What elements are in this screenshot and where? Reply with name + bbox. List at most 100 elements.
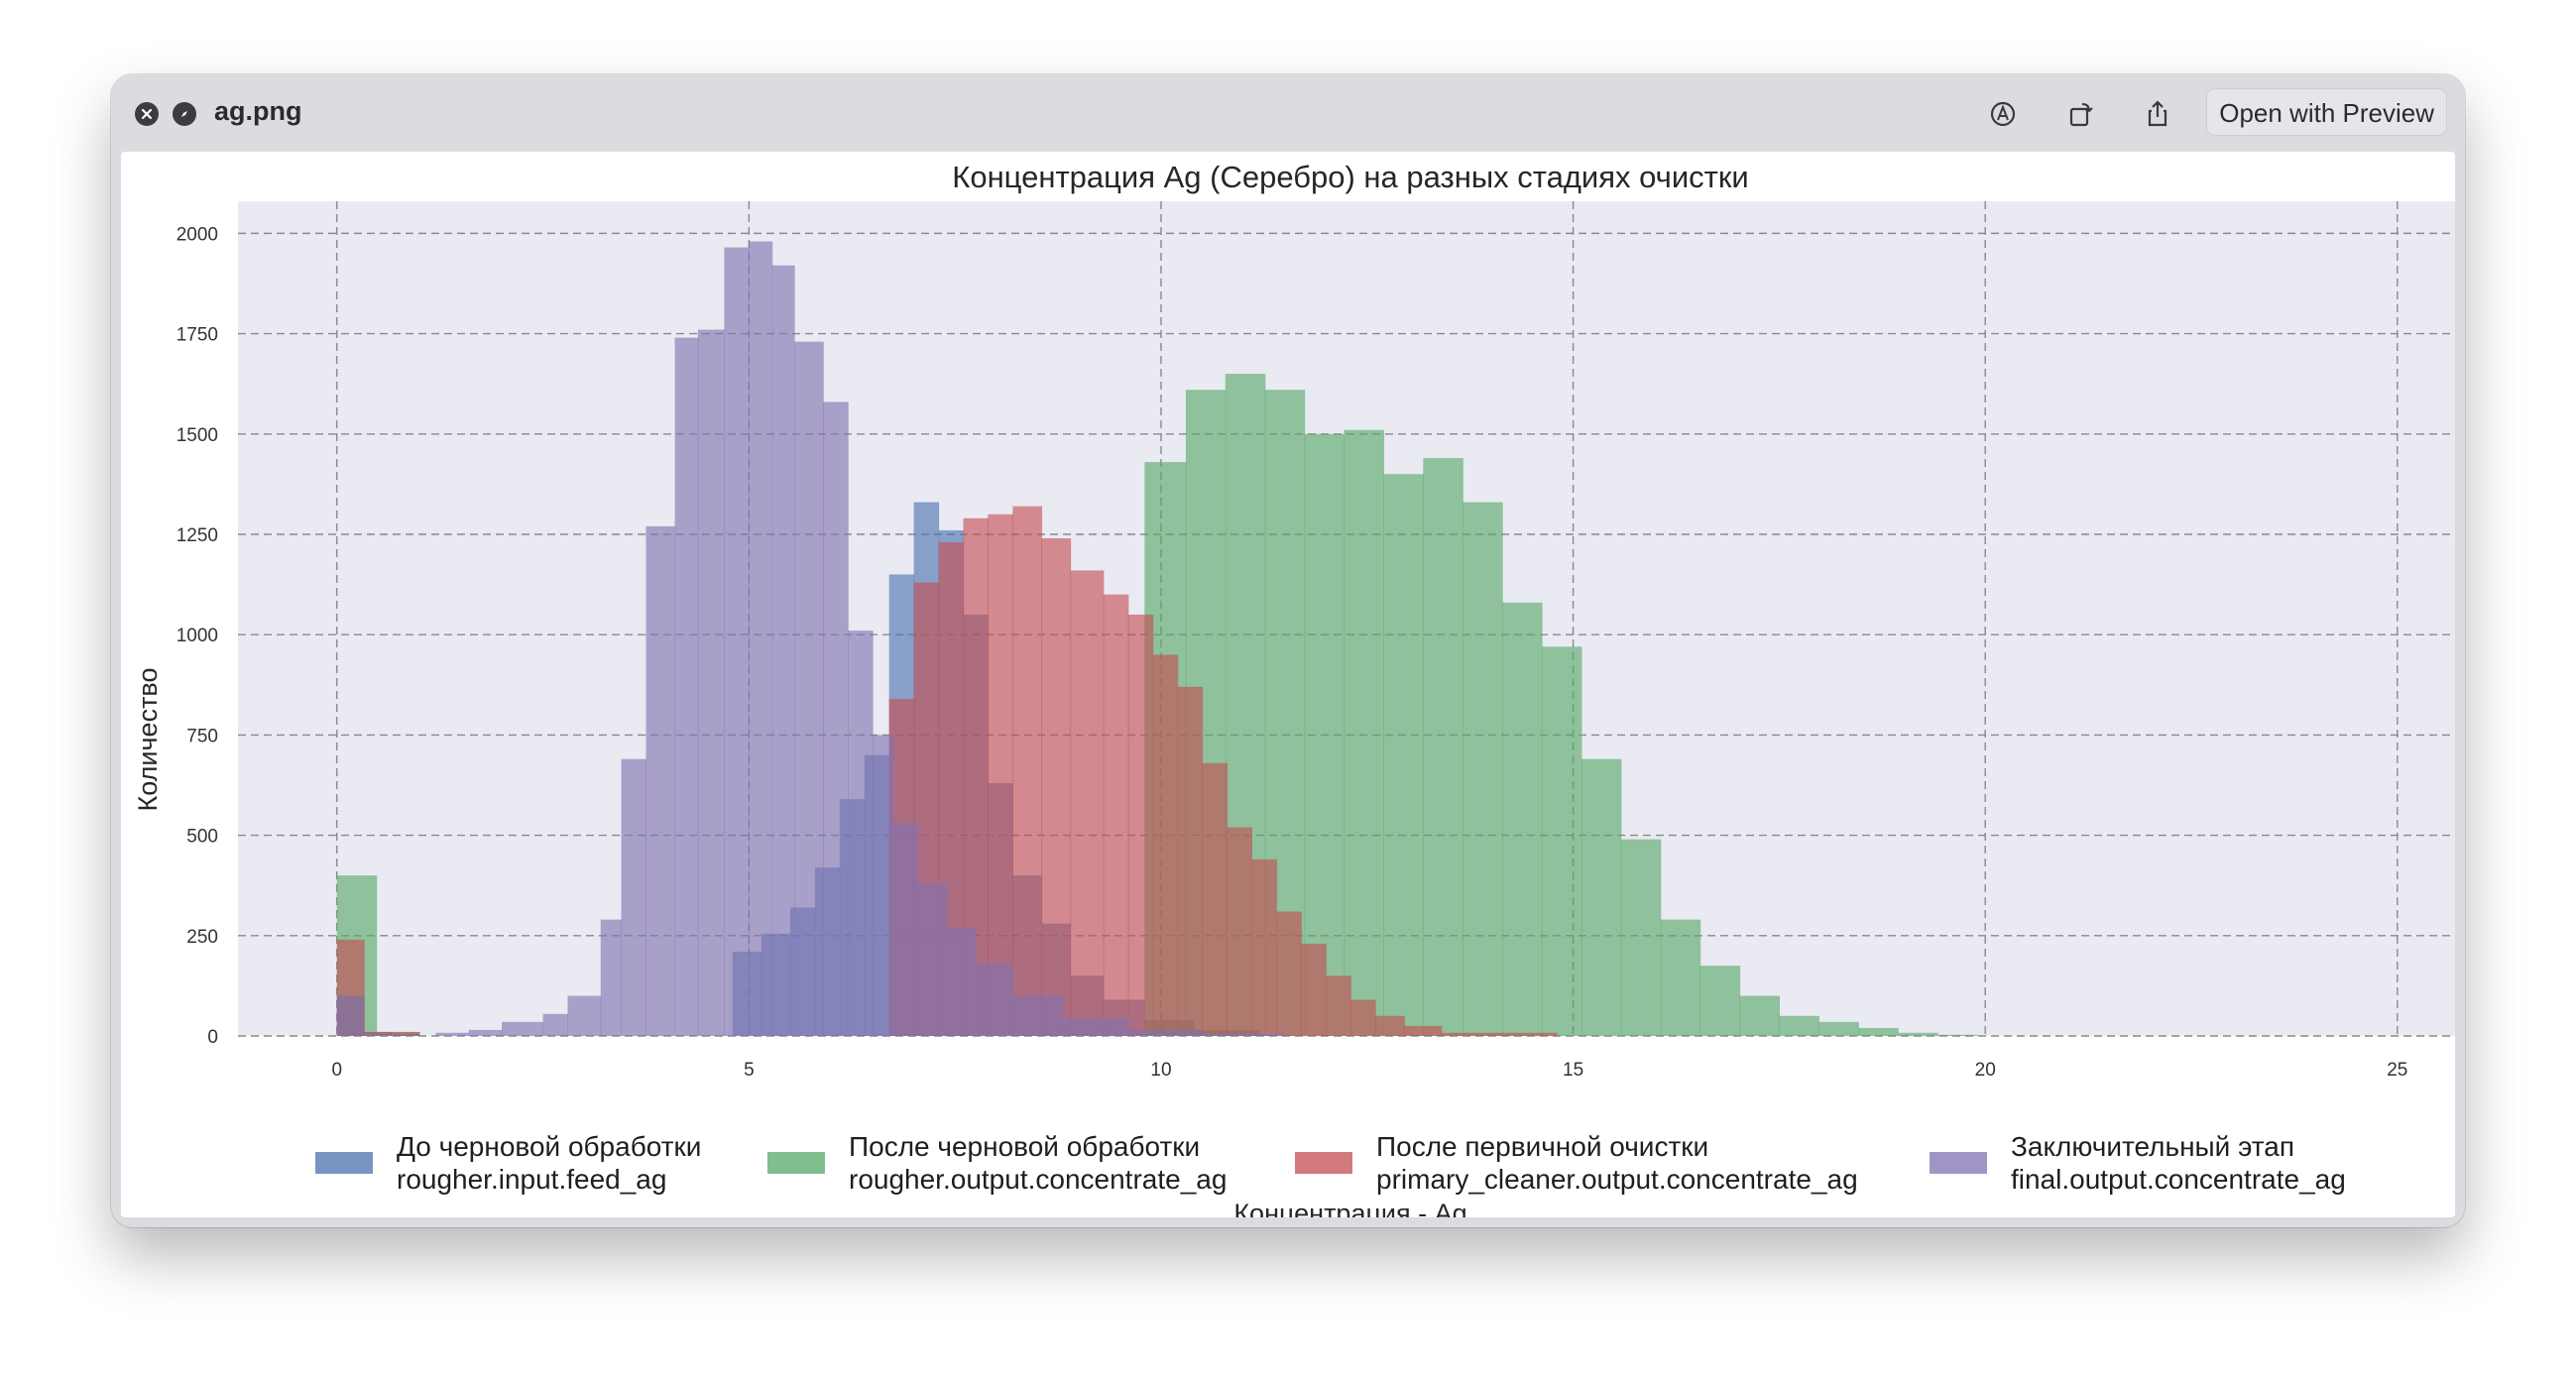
histogram-bar <box>1779 1015 1819 1036</box>
compass-icon <box>181 111 187 117</box>
histogram-bar <box>1251 859 1277 1036</box>
rotate-button[interactable] <box>2062 96 2098 132</box>
histogram-bar <box>1202 762 1229 1036</box>
share-button[interactable] <box>2140 96 2175 132</box>
series-4 <box>336 241 1286 1037</box>
x-tick-label: 20 <box>1975 1060 1996 1081</box>
close-icon <box>141 108 153 120</box>
histogram-bar <box>1276 911 1302 1036</box>
histogram-bar <box>1404 1025 1443 1036</box>
histogram-bar <box>542 1013 569 1036</box>
histogram-bar <box>363 1033 391 1036</box>
histogram-bar <box>1177 686 1204 1036</box>
histogram-bar <box>1152 654 1179 1036</box>
y-tick-label: 0 <box>207 1027 218 1048</box>
y-tick-label: 2000 <box>176 224 218 245</box>
full-screen-button[interactable] <box>173 102 196 126</box>
histogram-bar <box>873 735 894 1036</box>
y-tick-label: 250 <box>186 927 218 948</box>
histogram-bar <box>917 883 948 1036</box>
histogram-bar <box>600 919 623 1036</box>
histogram-bar <box>1502 602 1543 1036</box>
histogram-bar <box>1936 1034 1978 1036</box>
histogram-bar <box>946 927 977 1036</box>
histogram-bar <box>771 265 795 1036</box>
histogram-bar <box>823 401 849 1037</box>
histogram-bar <box>1660 919 1701 1036</box>
x-axis-label: Концентрация - Ag <box>1233 1199 1466 1217</box>
histogram-bar <box>435 1032 470 1036</box>
histogram-chart: 0 5 10 15 20 25 0 250 500 750 1000 1250 1500 1750 200… <box>133 160 2455 1217</box>
histogram-bar <box>724 247 750 1037</box>
histogram-bar <box>1304 433 1346 1036</box>
histogram-bar <box>1739 995 1780 1036</box>
histogram-bar <box>1227 827 1253 1036</box>
quick-look-window: ag.png Open with Preview 0 5 10 1 <box>111 74 2465 1227</box>
histogram-bar <box>567 995 602 1036</box>
histogram-bar <box>1581 758 1622 1036</box>
x-tick-label: 15 <box>1563 1060 1583 1081</box>
y-tick-label: 1500 <box>176 425 218 446</box>
histogram-bar <box>1441 1032 1558 1036</box>
window-title: ag.png <box>214 96 302 126</box>
markup-button[interactable] <box>1985 96 2021 132</box>
x-tick-label: 25 <box>2387 1060 2407 1081</box>
histogram-bar <box>1127 614 1154 1036</box>
histogram-bar <box>1383 474 1424 1036</box>
histogram-bar <box>1012 506 1043 1037</box>
histogram-bar <box>749 241 773 1036</box>
histogram-bar <box>1062 1017 1129 1036</box>
x-tick-label: 10 <box>1150 1060 1171 1081</box>
rotate-icon <box>2069 103 2093 127</box>
histogram-bar <box>1301 943 1327 1036</box>
share-icon <box>2148 100 2167 127</box>
histogram-bar <box>975 964 1013 1036</box>
histogram-bar <box>697 329 726 1036</box>
histogram-bar <box>1463 502 1503 1036</box>
histogram-bar <box>1542 646 1582 1036</box>
histogram-bar <box>1620 839 1662 1036</box>
histogram-bar <box>674 337 699 1036</box>
x-tick-label: 5 <box>744 1060 755 1081</box>
histogram-bars <box>336 241 1978 1037</box>
histogram-bar <box>1202 1033 1286 1036</box>
histogram-bar <box>1103 594 1129 1036</box>
histogram-bar <box>848 631 874 1036</box>
close-button[interactable] <box>135 102 159 126</box>
histogram-bar <box>1350 999 1376 1036</box>
histogram-bar <box>501 1021 544 1036</box>
histogram-bar <box>1127 1029 1204 1036</box>
x-tick-label: 0 <box>331 1060 342 1081</box>
histogram-bar <box>468 1029 503 1036</box>
histogram-bar <box>1041 538 1072 1036</box>
image-preview-area: 0 5 10 15 20 25 0 250 500 750 1000 1250 1500 1750 200… <box>121 152 2455 1217</box>
open-with-preview-button[interactable]: Open with Preview <box>2206 88 2447 136</box>
histogram-bar <box>1858 1027 1899 1036</box>
title-bar: ag.png Open with Preview <box>111 74 2465 152</box>
y-axis-ticks: 0 250 500 750 1000 1250 1500 1750 2000 <box>176 224 218 1048</box>
histogram-bar <box>988 514 1013 1036</box>
histogram-bar <box>645 525 676 1036</box>
x-axis-ticks: 0 5 10 15 20 25 <box>331 1060 2407 1081</box>
histogram-bar <box>794 341 824 1036</box>
histogram-bar <box>1344 429 1385 1037</box>
histogram-bar <box>1818 1021 1859 1036</box>
y-axis-label: Количество <box>133 668 163 812</box>
histogram-bar <box>1423 458 1464 1037</box>
y-tick-label: 500 <box>186 827 218 848</box>
histogram-bar <box>892 823 919 1036</box>
y-tick-label: 750 <box>186 726 218 746</box>
histogram-bar <box>1326 975 1351 1036</box>
series-3 <box>336 506 1558 1037</box>
histogram-bar <box>1375 1015 1405 1036</box>
histogram-bar <box>364 1031 420 1036</box>
y-tick-label: 1750 <box>176 325 218 346</box>
histogram-bar <box>1012 995 1063 1036</box>
histogram-bar <box>621 758 647 1036</box>
histogram-bar <box>389 1034 420 1036</box>
y-tick-label: 1250 <box>176 525 218 546</box>
histogram-bar <box>1070 570 1105 1036</box>
histogram-bar <box>336 995 364 1036</box>
chart-title: Концентрация Ag (Серебро) на разных стад… <box>952 160 1748 194</box>
markup-icon <box>1990 101 2016 127</box>
